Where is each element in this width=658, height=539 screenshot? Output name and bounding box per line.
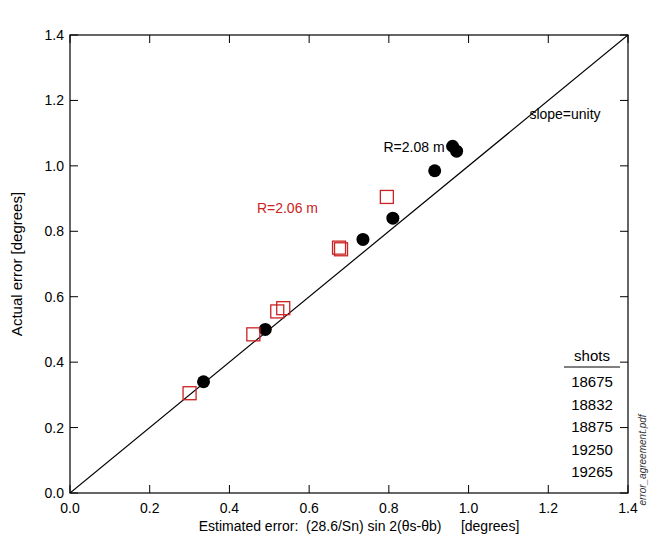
x-axis-label: Estimated error: (28.6/Sn) sin 2(θs-θb) …: [199, 518, 520, 534]
shots-title: shots: [574, 347, 610, 364]
annotation: slope=unity: [529, 106, 600, 122]
y-tick: [620, 231, 628, 232]
side-note: error_agreement.pdf: [637, 413, 648, 505]
x-tick: [229, 485, 230, 493]
data-point: [380, 190, 393, 203]
x-tick: [548, 485, 549, 493]
y-tick: [70, 427, 78, 428]
y-tick-label: 1.4: [45, 27, 65, 43]
x-tick: [70, 485, 71, 493]
y-tick: [620, 100, 628, 101]
data-point: [247, 328, 260, 341]
y-tick-label: 1.2: [45, 92, 65, 108]
shot-number: 19265: [571, 463, 613, 480]
x-tick: [309, 35, 310, 43]
y-tick-label: 1.0: [45, 158, 65, 174]
x-tick: [468, 485, 469, 493]
y-tick-label: 0.6: [45, 289, 65, 305]
y-tick: [70, 35, 78, 36]
reference-line: [70, 35, 628, 493]
x-tick-label: 1.2: [539, 500, 559, 516]
x-tick-label: 0.4: [220, 500, 240, 516]
x-tick-label: 0.6: [299, 500, 319, 516]
annotation: R=2.08 m: [383, 139, 444, 155]
data-point: [183, 387, 196, 400]
shot-number: 18675: [571, 373, 613, 390]
y-tick-label: 0.2: [45, 420, 65, 436]
plot-area: [70, 35, 628, 493]
y-tick: [70, 231, 78, 232]
y-tick-label: 0.8: [45, 223, 65, 239]
y-tick: [70, 362, 78, 363]
x-tick: [149, 35, 150, 43]
plot-frame: [70, 35, 628, 493]
data-point: [197, 375, 210, 388]
data-point: [277, 302, 290, 315]
x-tick-label: 0.2: [140, 500, 160, 516]
y-tick: [620, 493, 628, 494]
y-tick-label: 0.4: [45, 354, 65, 370]
y-tick-label: 0.0: [45, 485, 65, 501]
x-tick-label: 1.4: [618, 500, 638, 516]
x-tick: [548, 35, 549, 43]
x-tick: [468, 35, 469, 43]
y-tick: [70, 296, 78, 297]
data-point: [386, 212, 399, 225]
x-tick: [628, 35, 629, 43]
x-tick: [309, 485, 310, 493]
shot-number: 18832: [571, 396, 613, 413]
x-tick-label: 0.0: [60, 500, 80, 516]
data-point: [450, 145, 463, 158]
y-tick: [620, 362, 628, 363]
y-tick: [70, 165, 78, 166]
x-tick-label: 1.0: [459, 500, 479, 516]
y-tick: [70, 100, 78, 101]
x-tick-label: 0.8: [379, 500, 399, 516]
x-tick: [229, 35, 230, 43]
data-point: [428, 164, 441, 177]
x-tick: [388, 35, 389, 43]
y-tick: [620, 427, 628, 428]
x-tick: [628, 485, 629, 493]
data-point: [259, 323, 272, 336]
data-point: [335, 243, 348, 256]
chart: 0.0 0.2 0.4 0.6 0.8 1.0 1.2 1.4 0.0 0.2 0.4 0.6 0.8 1…: [0, 0, 658, 539]
data-point: [356, 233, 369, 246]
shots-underline: [564, 367, 620, 368]
y-tick: [620, 165, 628, 166]
x-tick: [388, 485, 389, 493]
y-axis-label: Actual error [degrees]: [8, 192, 25, 336]
shot-number: 18875: [571, 418, 613, 435]
annotation: R=2.06 m: [257, 200, 318, 216]
x-tick: [149, 485, 150, 493]
x-tick: [70, 35, 71, 43]
y-tick: [620, 296, 628, 297]
shot-number: 19250: [571, 441, 613, 458]
